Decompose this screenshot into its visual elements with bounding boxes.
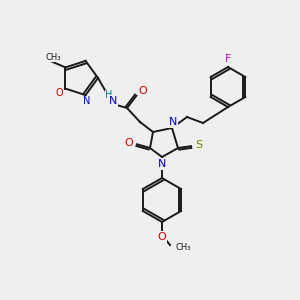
Text: N: N	[109, 96, 117, 106]
Text: O: O	[124, 138, 134, 148]
Text: N: N	[158, 159, 166, 169]
Text: F: F	[225, 54, 231, 64]
Text: S: S	[195, 140, 203, 150]
Text: N: N	[83, 96, 90, 106]
Text: O: O	[158, 232, 166, 242]
Text: O: O	[139, 86, 147, 96]
Text: H: H	[105, 90, 113, 100]
Text: O: O	[56, 88, 63, 98]
Text: N: N	[169, 117, 177, 127]
Text: CH₃: CH₃	[45, 53, 61, 62]
Text: CH₃: CH₃	[176, 242, 191, 251]
